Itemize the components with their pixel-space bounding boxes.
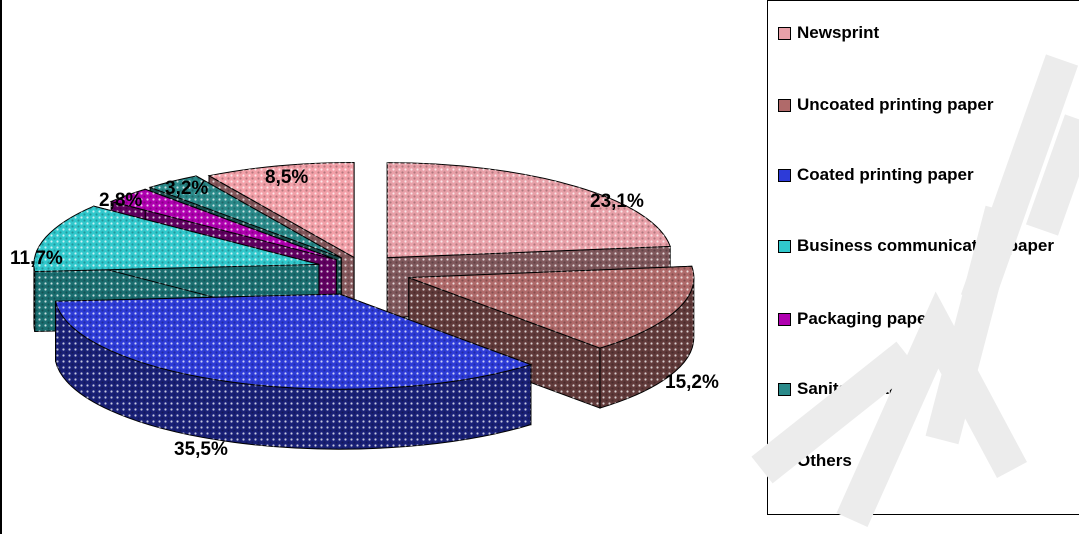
legend-item-newsprint: Newsprint bbox=[778, 22, 1079, 44]
legend-item-others: Others bbox=[778, 450, 1079, 472]
legend-item-sanitary: Sanitary paper bbox=[778, 378, 1079, 400]
data-label-packaging: 2,8% bbox=[99, 190, 143, 211]
legend-swatch-newsprint bbox=[778, 27, 791, 40]
legend-label: Coated printing paper bbox=[797, 165, 974, 184]
legend-swatch-coated bbox=[778, 169, 791, 182]
legend-swatch-others bbox=[778, 455, 791, 468]
legend-item-packaging: Packaging paper bbox=[778, 308, 1079, 330]
legend-label: Business communication paper bbox=[797, 236, 1054, 255]
legend-item-business: Business communication paper bbox=[778, 235, 1079, 257]
data-label-newsprint: 23,1% bbox=[590, 191, 644, 212]
legend: Newsprint Uncoated printing paper Coated… bbox=[767, 0, 1079, 515]
pie-chart bbox=[33, 161, 695, 450]
data-label-sanitary: 3,2% bbox=[165, 178, 209, 199]
legend-label: Sanitary paper bbox=[797, 379, 916, 398]
legend-swatch-packaging bbox=[778, 313, 791, 326]
legend-label: Newsprint bbox=[797, 23, 880, 42]
legend-swatch-business bbox=[778, 240, 791, 253]
data-label-business: 11,7% bbox=[10, 248, 63, 269]
legend-label: Others bbox=[797, 451, 852, 470]
pie-slice-coated-printing-paper bbox=[54, 293, 533, 450]
legend-label: Packaging paper bbox=[797, 309, 934, 328]
data-label-coated: 35,5% bbox=[174, 439, 228, 460]
pie-slice-uncoated-printing-paper bbox=[408, 265, 695, 409]
legend-swatch-sanitary bbox=[778, 383, 791, 396]
data-label-others: 8,5% bbox=[265, 167, 309, 188]
legend-swatch-uncoated bbox=[778, 99, 791, 112]
data-label-uncoated: 15,2% bbox=[665, 372, 719, 393]
legend-item-uncoated: Uncoated printing paper bbox=[778, 94, 1079, 116]
legend-item-coated: Coated printing paper bbox=[778, 164, 1079, 186]
legend-label: Uncoated printing paper bbox=[797, 95, 994, 114]
